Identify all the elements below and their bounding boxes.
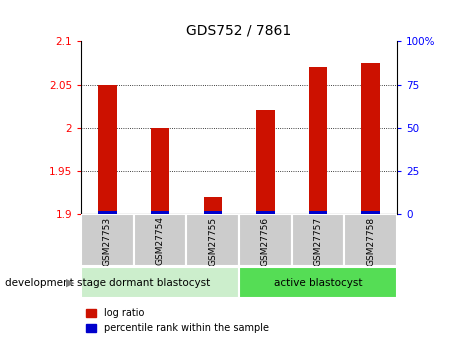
Bar xyxy=(344,214,397,266)
Bar xyxy=(134,214,186,266)
Bar xyxy=(309,67,327,214)
Bar xyxy=(151,211,169,214)
Bar xyxy=(186,214,239,266)
Text: GSM27758: GSM27758 xyxy=(366,217,375,266)
Bar xyxy=(81,214,134,266)
Bar xyxy=(256,110,275,214)
Bar xyxy=(151,128,169,214)
Bar xyxy=(98,85,117,214)
Bar xyxy=(239,214,292,266)
Text: active blastocyst: active blastocyst xyxy=(274,278,362,288)
Bar xyxy=(361,63,380,214)
Bar xyxy=(239,267,397,298)
Bar xyxy=(256,211,275,214)
Legend: log ratio, percentile rank within the sample: log ratio, percentile rank within the sa… xyxy=(86,308,268,333)
Text: GSM27754: GSM27754 xyxy=(156,217,165,266)
Bar xyxy=(292,214,344,266)
Text: GSM27753: GSM27753 xyxy=(103,217,112,266)
Bar xyxy=(361,211,380,214)
Text: ▶: ▶ xyxy=(66,278,74,288)
Title: GDS752 / 7861: GDS752 / 7861 xyxy=(186,23,292,38)
Bar xyxy=(81,267,239,298)
Text: dormant blastocyst: dormant blastocyst xyxy=(110,278,211,288)
Bar xyxy=(203,197,222,214)
Bar xyxy=(98,211,117,214)
Text: GSM27756: GSM27756 xyxy=(261,217,270,266)
Text: GSM27755: GSM27755 xyxy=(208,217,217,266)
Bar xyxy=(309,211,327,214)
Bar xyxy=(203,211,222,214)
Text: development stage: development stage xyxy=(5,278,106,288)
Text: GSM27757: GSM27757 xyxy=(313,217,322,266)
